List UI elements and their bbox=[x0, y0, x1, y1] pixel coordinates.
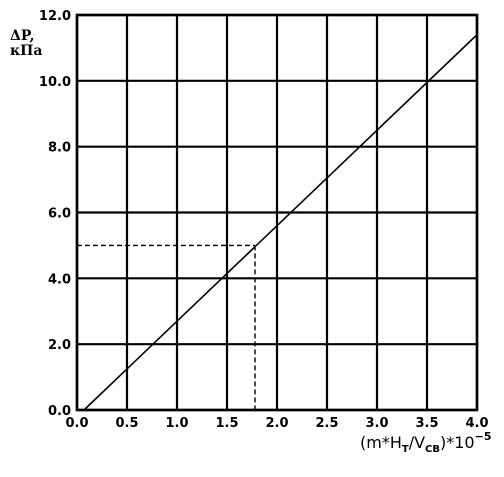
plot-border bbox=[75, 13, 479, 412]
x-tick-label: 4.0 bbox=[465, 416, 488, 431]
y-tick-label: 4.0 bbox=[48, 272, 71, 287]
y-tick-label: 6.0 bbox=[48, 207, 71, 222]
series-group bbox=[83, 34, 478, 411]
x-tick-label: 3.0 bbox=[365, 416, 388, 431]
x-tick-labels: 0.0 0.5 1.0 1.5 2.0 2.5 3.0 3.5 4.0 bbox=[65, 416, 488, 431]
x-tick-label: 2.0 bbox=[265, 416, 288, 431]
y-axis-label-line2: кПа bbox=[10, 43, 42, 59]
y-tick-label: 0.0 bbox=[48, 404, 71, 419]
reference-lines bbox=[77, 244, 256, 410]
y-tick-label: 10.0 bbox=[39, 75, 71, 90]
chart-grid bbox=[75, 13, 479, 412]
y-tick-labels: 0.0 2.0 4.0 6.0 8.0 10.0 12.0 bbox=[39, 9, 71, 419]
x-axis-label: (m*HT/VCB)*10−5 bbox=[360, 430, 491, 455]
y-tick-label: 2.0 bbox=[48, 338, 71, 353]
x-tick-label: 0.0 bbox=[65, 416, 88, 431]
x-tick-label: 2.5 bbox=[315, 416, 338, 431]
series-line bbox=[83, 34, 478, 411]
plot-frame bbox=[75, 13, 479, 412]
x-tick-label: 0.5 bbox=[115, 416, 138, 431]
y-tick-label: 12.0 bbox=[39, 9, 71, 24]
x-tick-label: 3.5 bbox=[415, 416, 438, 431]
y-tick-label: 8.0 bbox=[48, 141, 71, 156]
x-tick-label: 1.0 bbox=[165, 416, 188, 431]
x-tick-label: 1.5 bbox=[215, 416, 238, 431]
y-axis-label-line1: ΔP, bbox=[10, 28, 34, 44]
